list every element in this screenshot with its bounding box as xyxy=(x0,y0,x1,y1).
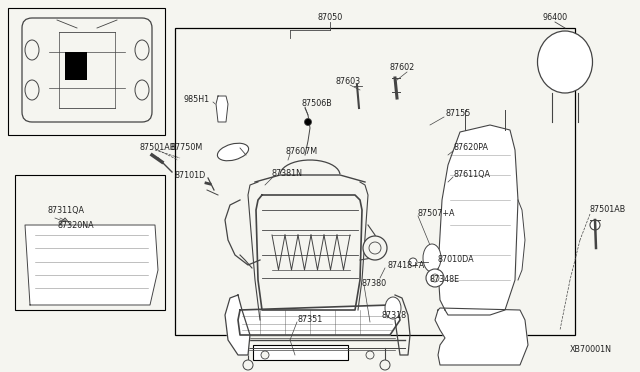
Text: 87155: 87155 xyxy=(445,109,470,119)
Circle shape xyxy=(431,274,439,282)
Text: 87311QA: 87311QA xyxy=(48,205,85,215)
Text: 87418+A: 87418+A xyxy=(388,260,425,269)
Polygon shape xyxy=(435,308,528,365)
Text: 87050: 87050 xyxy=(317,13,342,22)
Ellipse shape xyxy=(25,80,39,100)
Text: 87620PA: 87620PA xyxy=(454,144,489,153)
Text: 87101D: 87101D xyxy=(175,170,206,180)
Text: 985H1: 985H1 xyxy=(184,94,210,103)
Text: 87320NA: 87320NA xyxy=(58,221,95,231)
Ellipse shape xyxy=(423,244,441,272)
Text: 87603: 87603 xyxy=(335,77,360,87)
Polygon shape xyxy=(438,125,518,315)
Text: 87380: 87380 xyxy=(362,279,387,288)
Circle shape xyxy=(409,258,417,266)
Ellipse shape xyxy=(135,40,149,60)
Ellipse shape xyxy=(25,40,39,60)
Text: 87501AB: 87501AB xyxy=(590,205,627,215)
Circle shape xyxy=(305,119,312,125)
Polygon shape xyxy=(25,225,158,305)
Circle shape xyxy=(426,269,444,287)
Circle shape xyxy=(261,351,269,359)
Circle shape xyxy=(243,360,253,370)
Ellipse shape xyxy=(135,80,149,100)
Text: 87611QA: 87611QA xyxy=(453,170,490,179)
Bar xyxy=(65,52,87,80)
Bar xyxy=(8,8,165,135)
Bar xyxy=(253,345,348,360)
Polygon shape xyxy=(238,305,400,335)
Text: 87381N: 87381N xyxy=(272,170,303,179)
Bar xyxy=(175,28,575,335)
Text: 87351: 87351 xyxy=(297,315,323,324)
Text: 87010DA: 87010DA xyxy=(437,256,474,264)
FancyBboxPatch shape xyxy=(22,18,152,122)
Bar xyxy=(348,318,388,330)
Text: 87501AB: 87501AB xyxy=(140,142,176,151)
Bar xyxy=(15,175,165,310)
Polygon shape xyxy=(518,200,525,280)
Text: 87607M: 87607M xyxy=(286,147,318,155)
Circle shape xyxy=(366,351,374,359)
Circle shape xyxy=(363,236,387,260)
Ellipse shape xyxy=(218,143,248,161)
Polygon shape xyxy=(216,96,228,122)
Circle shape xyxy=(380,360,390,370)
Text: 87602: 87602 xyxy=(390,64,415,73)
Ellipse shape xyxy=(385,297,401,319)
Polygon shape xyxy=(225,295,250,355)
Text: XB70001N: XB70001N xyxy=(570,346,612,355)
Circle shape xyxy=(590,220,600,230)
Text: 87348E: 87348E xyxy=(430,276,460,285)
Text: 87750M: 87750M xyxy=(171,144,203,153)
Text: 87507+A: 87507+A xyxy=(418,208,456,218)
Text: 96400: 96400 xyxy=(543,13,568,22)
Text: 87318: 87318 xyxy=(382,311,407,321)
Ellipse shape xyxy=(538,31,593,93)
Text: 87506B: 87506B xyxy=(302,99,333,109)
